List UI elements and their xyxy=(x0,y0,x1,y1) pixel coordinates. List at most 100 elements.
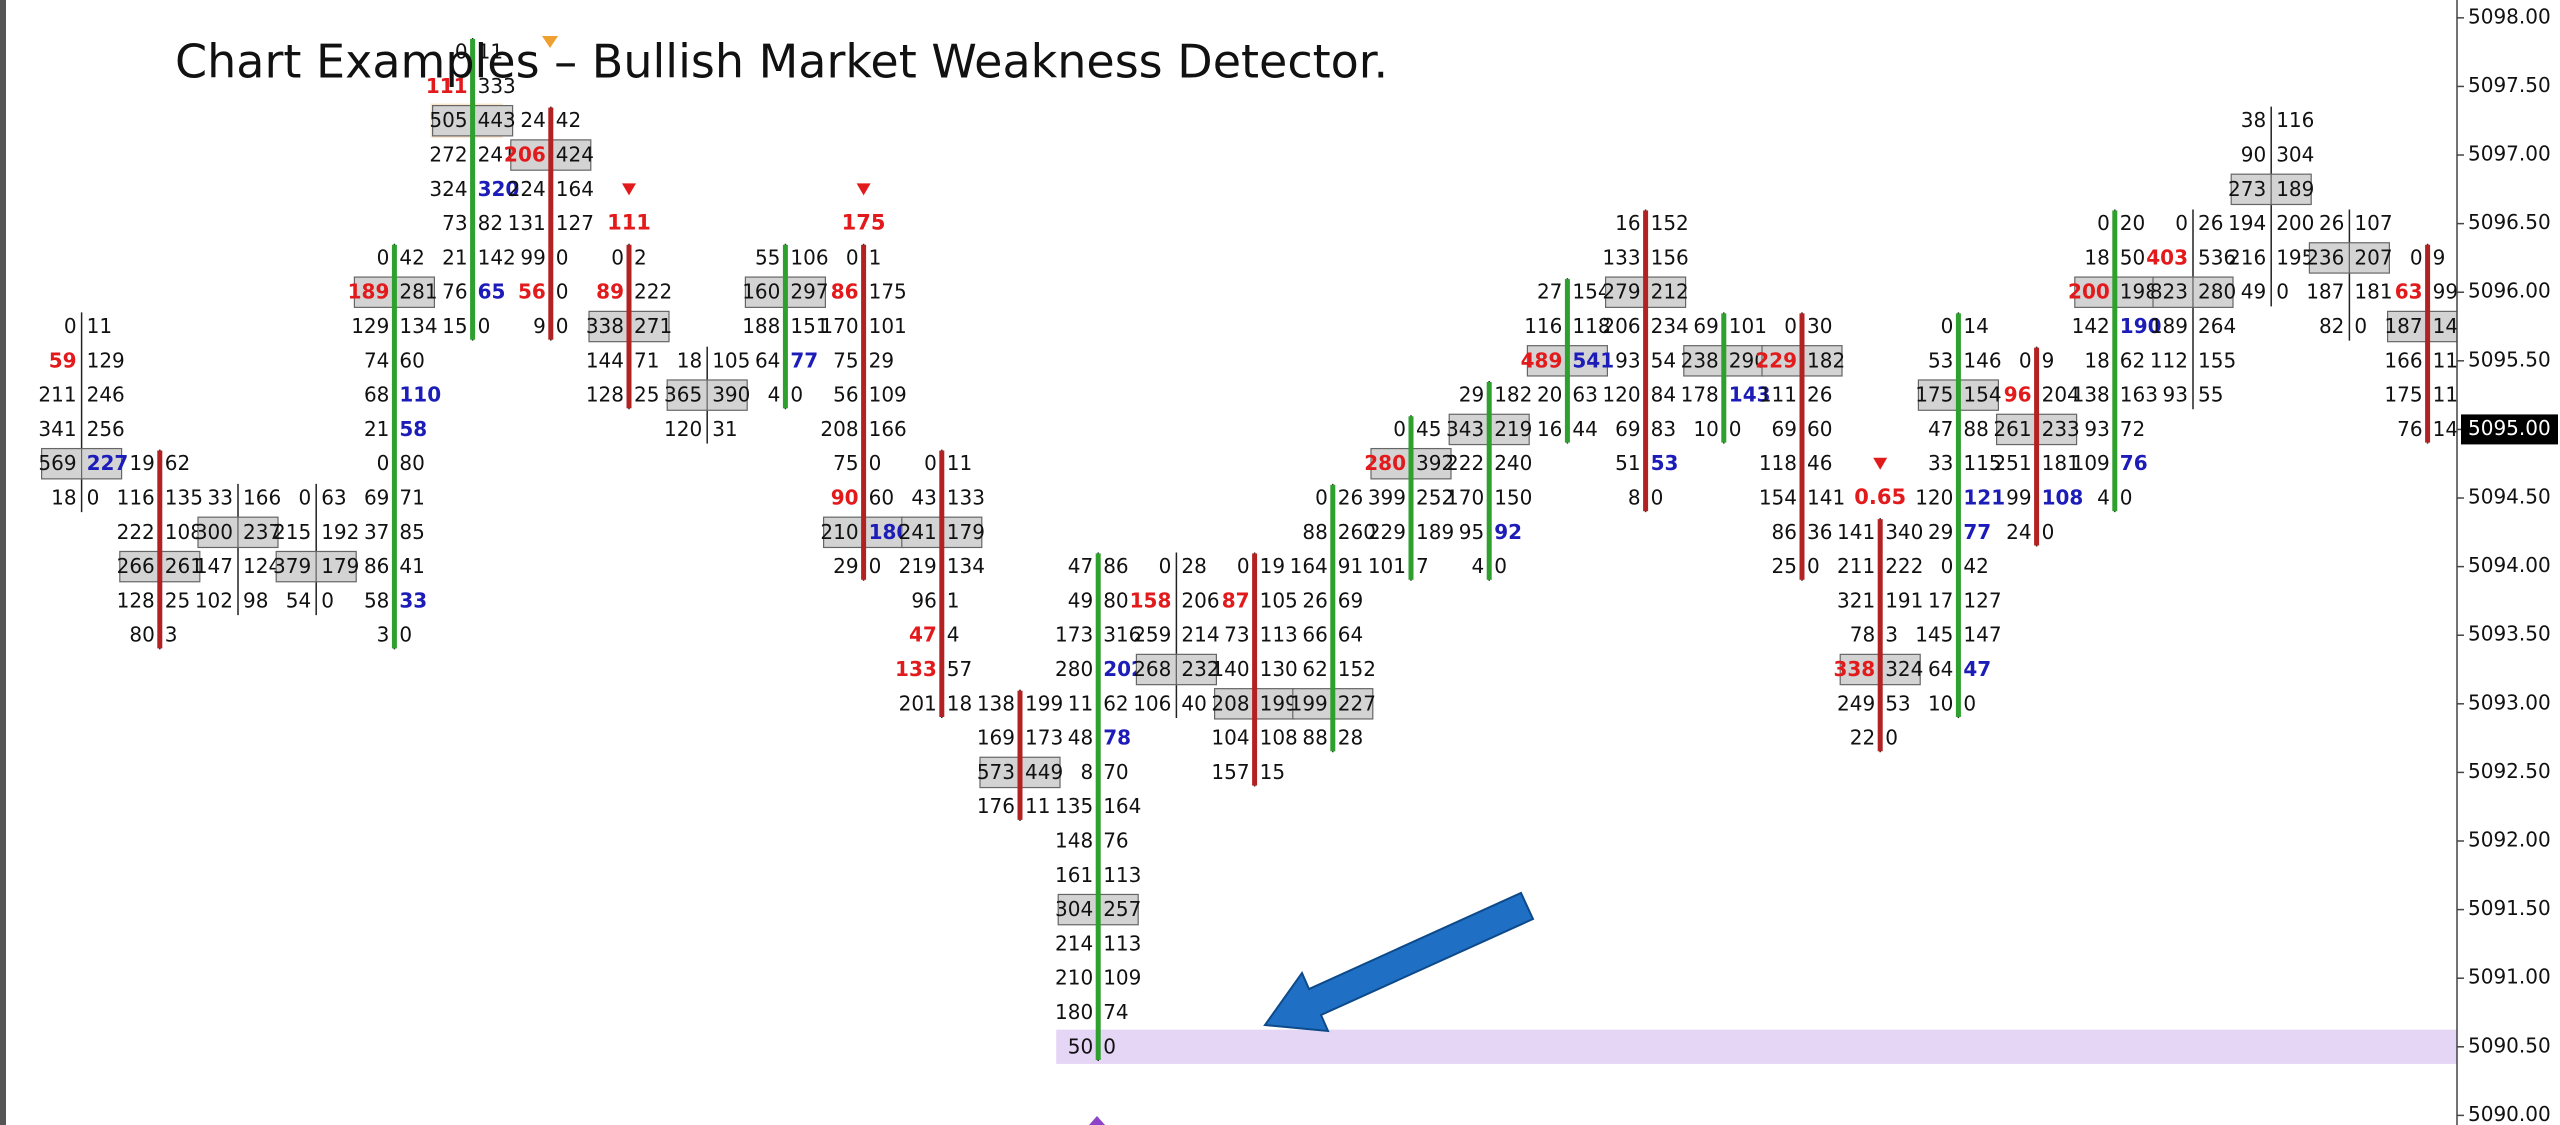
bid-value: 51 xyxy=(1615,451,1640,475)
bid-value: 166 xyxy=(2384,348,2422,372)
bid-value: 206 xyxy=(504,143,546,167)
ask-value: 175 xyxy=(869,280,907,304)
ask-value: 156 xyxy=(1651,245,1689,269)
bid-value: 18 xyxy=(51,486,76,510)
ask-value: 0 xyxy=(2120,486,2133,510)
cell-box xyxy=(40,447,83,480)
ask-value: 207 xyxy=(2354,245,2392,269)
candle-bar xyxy=(1017,690,1023,820)
ask-value: 264 xyxy=(2198,314,2236,338)
cell-box xyxy=(1839,653,1881,686)
bid-value: 53 xyxy=(1928,348,1953,372)
left-border xyxy=(0,0,6,1125)
bid-value: 10 xyxy=(1693,417,1718,441)
candle-bar xyxy=(1643,210,1649,512)
bid-value: 573 xyxy=(977,760,1015,784)
bid-value: 210 xyxy=(820,520,858,544)
last-price-label: 5095.00 xyxy=(2468,416,2551,440)
bid-value: 0 xyxy=(2097,211,2110,235)
ask-value: 25 xyxy=(165,588,190,612)
ask-value: 222 xyxy=(1885,554,1923,578)
cell-box xyxy=(315,550,357,583)
ask-value: 152 xyxy=(1651,211,1689,235)
cell-box xyxy=(237,516,279,549)
bid-value: 158 xyxy=(1130,588,1172,612)
bid-value: 96 xyxy=(2004,383,2032,407)
cell-box xyxy=(472,104,514,137)
candle-bar xyxy=(2034,347,2040,546)
bid-value: 280 xyxy=(1364,451,1406,475)
ask-value: 257 xyxy=(1103,897,1141,921)
ask-value: 219 xyxy=(1494,417,1532,441)
cell-box xyxy=(353,276,395,308)
bid-value: 18 xyxy=(677,348,702,372)
bid-value: 86 xyxy=(364,554,389,578)
bid-value: 133 xyxy=(1602,245,1640,269)
bid-value: 0 xyxy=(1393,417,1406,441)
bid-value: 73 xyxy=(442,211,467,235)
bid-value: 3 xyxy=(377,623,390,647)
bid-value: 128 xyxy=(117,588,155,612)
bid-value: 47 xyxy=(909,623,937,647)
bid-value: 214 xyxy=(1055,931,1093,955)
ask-value: 121 xyxy=(1963,486,2005,510)
bid-value: 215 xyxy=(273,520,311,544)
ask-value: 133 xyxy=(947,486,985,510)
cell-box xyxy=(550,139,592,171)
bid-value: 29 xyxy=(833,554,858,578)
arrow xyxy=(1263,891,1535,1033)
y-tick-label: 5092.50 xyxy=(2468,759,2551,783)
bid-value: 26 xyxy=(2319,211,2344,235)
ask-value: 108 xyxy=(1260,726,1298,750)
bid-value: 56 xyxy=(518,280,546,304)
ask-value: 260 xyxy=(1338,520,1376,544)
ask-value: 536 xyxy=(2198,245,2236,269)
bid-value: 56 xyxy=(833,383,858,407)
ask-value: 77 xyxy=(1963,520,1991,544)
bid-value: 338 xyxy=(586,314,624,338)
bid-value: 208 xyxy=(820,417,858,441)
cell-box xyxy=(2348,242,2390,274)
bid-value: 0 xyxy=(2175,211,2188,235)
ask-value: 118 xyxy=(1572,314,1610,338)
bid-value: 224 xyxy=(508,177,546,201)
bid-value: 304 xyxy=(1055,897,1093,921)
y-tick-label: 5097.00 xyxy=(2468,142,2551,166)
ask-value: 199 xyxy=(1260,691,1298,715)
bid-value: 95 xyxy=(1459,520,1484,544)
candle-bar xyxy=(1095,553,1101,1060)
bid-value: 26 xyxy=(1302,588,1327,612)
marker-triangle xyxy=(622,183,636,196)
cell-box xyxy=(197,516,239,549)
ask-value: 0 xyxy=(1103,1034,1116,1058)
cell-box xyxy=(1801,345,1843,377)
ask-value: 4 xyxy=(947,623,960,647)
ask-value: 15 xyxy=(1260,760,1285,784)
bid-value: 145 xyxy=(1915,623,1953,647)
bid-value: 27 xyxy=(1537,280,1562,304)
ask-value: 26 xyxy=(1807,383,1832,407)
bid-value: 4 xyxy=(2097,486,2110,510)
bid-value: 37 xyxy=(364,520,389,544)
bid-value: 116 xyxy=(117,486,155,510)
bid-value: 38 xyxy=(2241,108,2266,132)
ask-value: 2 xyxy=(634,245,647,269)
cell-box xyxy=(2074,276,2116,308)
ask-value: 36 xyxy=(1807,520,1832,544)
candle-bar xyxy=(1721,313,1727,443)
bid-value: 823 xyxy=(2150,280,2188,304)
ask-value: 18 xyxy=(947,691,972,715)
ask-value: 151 xyxy=(790,314,828,338)
candle-bar xyxy=(1799,313,1805,580)
bid-value: 0 xyxy=(2019,348,2032,372)
ask-value: 246 xyxy=(87,383,125,407)
ask-value: 1 xyxy=(869,245,882,269)
candle-bar xyxy=(2425,244,2431,443)
bid-value: 116 xyxy=(1524,314,1562,338)
ask-value: 227 xyxy=(1338,691,1376,715)
ask-value: 105 xyxy=(712,348,750,372)
ask-value: 233 xyxy=(2042,417,2080,441)
ask-value: 271 xyxy=(634,314,672,338)
ask-value: 99 xyxy=(2433,280,2458,304)
y-tick-label: 5093.00 xyxy=(2468,690,2551,714)
